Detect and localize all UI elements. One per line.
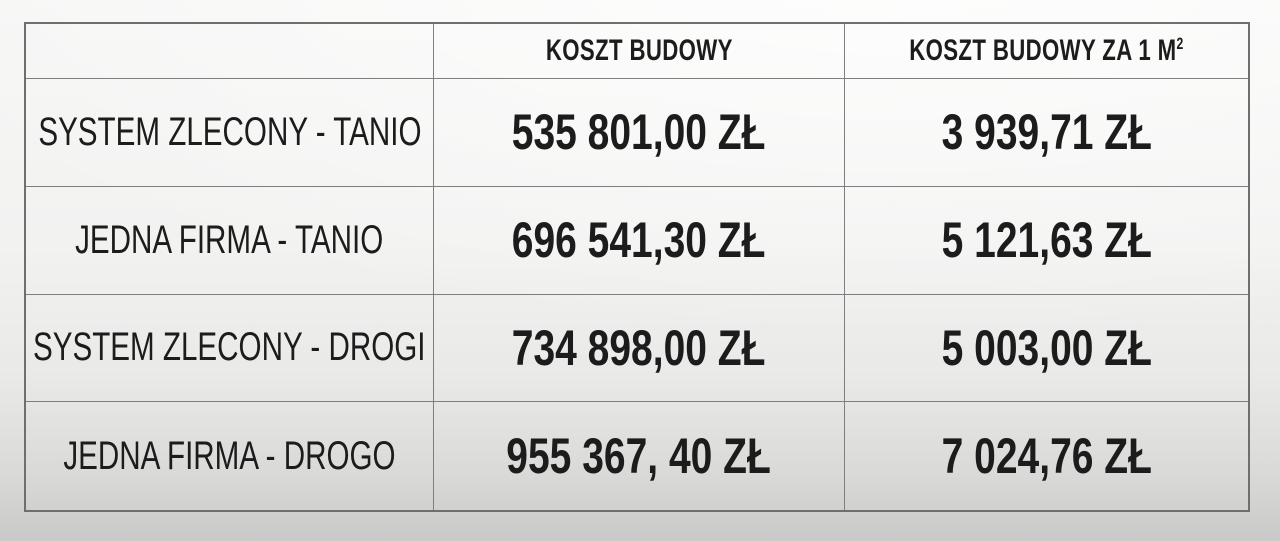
- table-cell-koszt-budowy: 734 898,00 ZŁ: [434, 294, 845, 403]
- row-label-text: SYSTEM ZLECONY - DROGI: [33, 325, 426, 370]
- cost-value: 955 367, 40 ZŁ: [506, 428, 772, 485]
- table-cell-koszt-budowy: 535 801,00 ZŁ: [434, 79, 845, 187]
- table-row-label: SYSTEM ZLECONY - TANIO: [26, 79, 434, 187]
- row-label-text: SYSTEM ZLECONY - TANIO: [37, 109, 422, 154]
- header-cell-koszt-budowy: KOSZT BUDOWY: [434, 24, 845, 79]
- table-row-label: JEDNA FIRMA - DROGO: [26, 402, 434, 510]
- cost-per-m2-value: 5 003,00 ZŁ: [941, 319, 1152, 376]
- table-row-label: JEDNA FIRMA - TANIO: [26, 186, 434, 295]
- cost-value: 734 898,00 ZŁ: [512, 319, 766, 376]
- cost-per-m2-value: 3 939,71 ZŁ: [941, 104, 1152, 161]
- table-cell-koszt-budowy: 955 367, 40 ZŁ: [434, 402, 845, 510]
- table-cell-koszt-za-m2: 5 121,63 ZŁ: [845, 187, 1248, 295]
- cost-comparison-table: KOSZT BUDOWY KOSZT BUDOWY ZA 1 M2 SYSTEM…: [24, 22, 1250, 512]
- table-cell-koszt-budowy: 696 541,30 ZŁ: [434, 186, 845, 295]
- table-row-label: SYSTEM ZLECONY - DROGI: [26, 294, 434, 403]
- cost-per-m2-value: 5 121,63 ZŁ: [941, 212, 1152, 269]
- table-cell-koszt-za-m2: 5 003,00 ZŁ: [845, 295, 1248, 403]
- cost-per-m2-value: 7 024,76 ZŁ: [941, 428, 1152, 485]
- column-header-text: KOSZT BUDOWY ZA 1 M: [909, 34, 1177, 67]
- cost-value: 535 801,00 ZŁ: [512, 104, 766, 161]
- column-header-label: KOSZT BUDOWY ZA 1 M2: [909, 34, 1183, 68]
- superscript-2: 2: [1176, 35, 1184, 53]
- row-label-text: JEDNA FIRMA - DROGO: [63, 433, 396, 478]
- header-cell-koszt-za-m2: KOSZT BUDOWY ZA 1 M2: [845, 24, 1248, 79]
- table-cell-koszt-za-m2: 3 939,71 ZŁ: [845, 79, 1248, 187]
- cost-value: 696 541,30 ZŁ: [512, 212, 766, 269]
- header-cell-empty: [26, 24, 434, 79]
- table-cell-koszt-za-m2: 7 024,76 ZŁ: [845, 402, 1248, 510]
- row-label-text: JEDNA FIRMA - TANIO: [75, 217, 384, 262]
- column-header-label: KOSZT BUDOWY: [545, 34, 733, 67]
